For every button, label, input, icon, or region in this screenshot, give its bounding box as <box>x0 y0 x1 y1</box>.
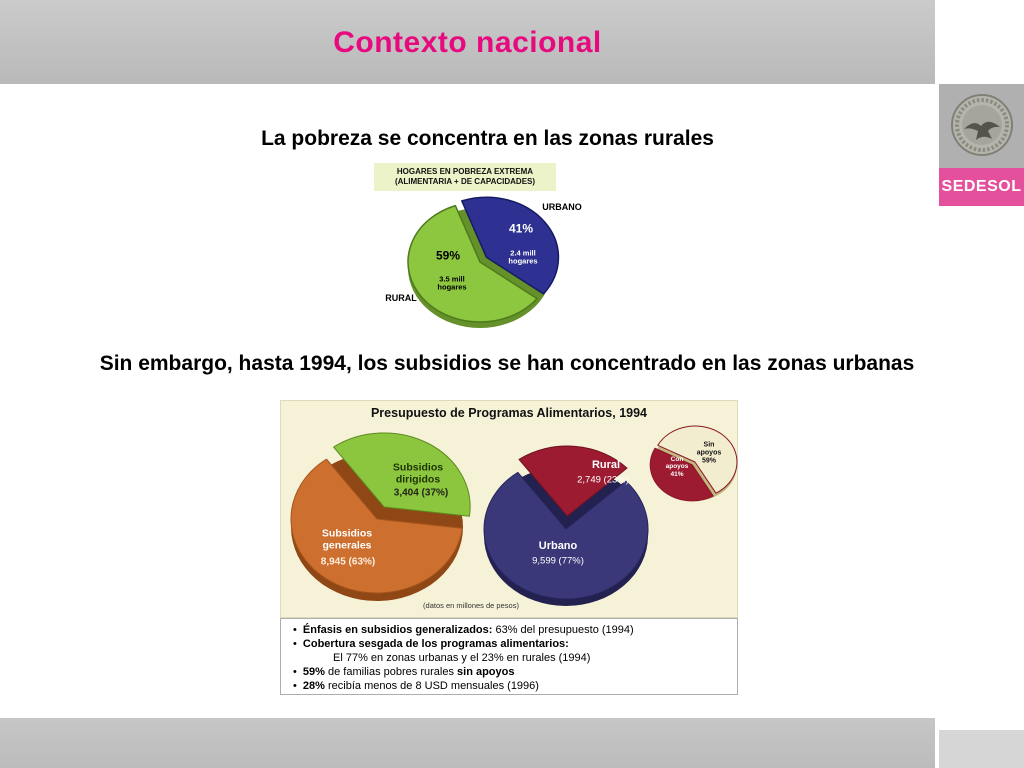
bullet-dot: • <box>293 666 300 678</box>
label-subsidios-generales-value: 8,945 (63%) <box>320 556 376 568</box>
footer-band <box>0 718 935 768</box>
label-con-apoyos: Con apoyos 41% <box>665 456 689 478</box>
label-sin-apoyos: Sin apoyos 59% <box>696 441 722 464</box>
footer-corner-block <box>939 730 1024 768</box>
label-rural-budget: Rural <box>591 458 621 471</box>
chart1-header: HOGARES EN POBREZA EXTREMA (ALIMENTARIA … <box>374 163 556 191</box>
note-line: El 77% en zonas urbanas y el 23% en rura… <box>333 652 591 664</box>
pie-slice <box>461 196 560 295</box>
pie-slice <box>290 458 463 594</box>
label-subsidios-generales: Subsidios generales <box>321 527 373 551</box>
pie-slice <box>657 425 738 494</box>
chart1-title-line1: HOGARES EN POBREZA EXTREMA <box>396 167 534 176</box>
pie-charts-presupuesto <box>290 425 738 606</box>
note-line: • 59% de familias pobres rurales sin apo… <box>293 666 515 678</box>
bullet-dot: • <box>293 638 300 650</box>
heading-subsidies-urban: Sin embargo, hasta 1994, los subsidios s… <box>99 352 915 375</box>
pie-slice <box>407 204 538 323</box>
pie-slice <box>333 432 471 517</box>
chart2-title: Presupuesto de Programas Alimentarios, 1… <box>370 406 648 420</box>
header-band <box>0 0 935 84</box>
note-line: • Énfasis en subsidios generalizados: 63… <box>293 624 634 636</box>
label-urbano-budget-value: 9,599 (77%) <box>532 555 584 567</box>
label-urbano-pct: 41% <box>508 221 534 236</box>
notes-list: • Énfasis en subsidios generalizados: 63… <box>280 618 738 695</box>
label-rural: RURAL <box>385 292 417 303</box>
label-urbano-budget: Urbano <box>538 539 578 552</box>
bullet-dot: • <box>293 624 300 636</box>
label-rural-pct: 59% <box>435 248 461 263</box>
chart2-caption: (datos en millones de pesos) <box>423 600 519 610</box>
bullet-dot: • <box>293 680 300 692</box>
pie-slice <box>483 471 649 600</box>
note-line: • Cobertura sesgada de los programas ali… <box>293 638 569 650</box>
note-line: • 28% recibía menos de 8 USD mensuales (… <box>293 680 539 692</box>
label-urbano-note: 2.4 mill hogares <box>508 248 538 266</box>
sedesol-logo: SEDESOL <box>939 168 1024 206</box>
label-subsidios-dirigidos-value: 3,404 (37%) <box>393 487 449 499</box>
mexico-coat-of-arms-icon <box>950 94 1013 156</box>
heading-rural-poverty: La pobreza se concentra en las zonas rur… <box>261 127 714 150</box>
pie-chart-hogares <box>407 196 560 328</box>
chart1-title-line2: (ALIMENTARIA + DE CAPACIDADES) <box>394 177 536 186</box>
chart-presupuesto-1994: Presupuesto de Programas Alimentarios, 1… <box>280 400 738 618</box>
label-urbano: URBANO <box>542 201 582 212</box>
label-subsidios-dirigidos: Subsidios dirigidos <box>392 461 444 485</box>
chart-hogares-pobreza: HOGARES EN POBREZA EXTREMA (ALIMENTARIA … <box>355 160 625 340</box>
pie-slice <box>518 445 628 517</box>
page-title: Contexto nacional <box>333 26 602 59</box>
label-rural-budget-value: 2,749 (23%) <box>577 474 629 486</box>
label-rural-note: 3.5 mill hogares <box>437 274 467 292</box>
logo-panel <box>939 84 1024 168</box>
pie-slice <box>649 447 714 502</box>
